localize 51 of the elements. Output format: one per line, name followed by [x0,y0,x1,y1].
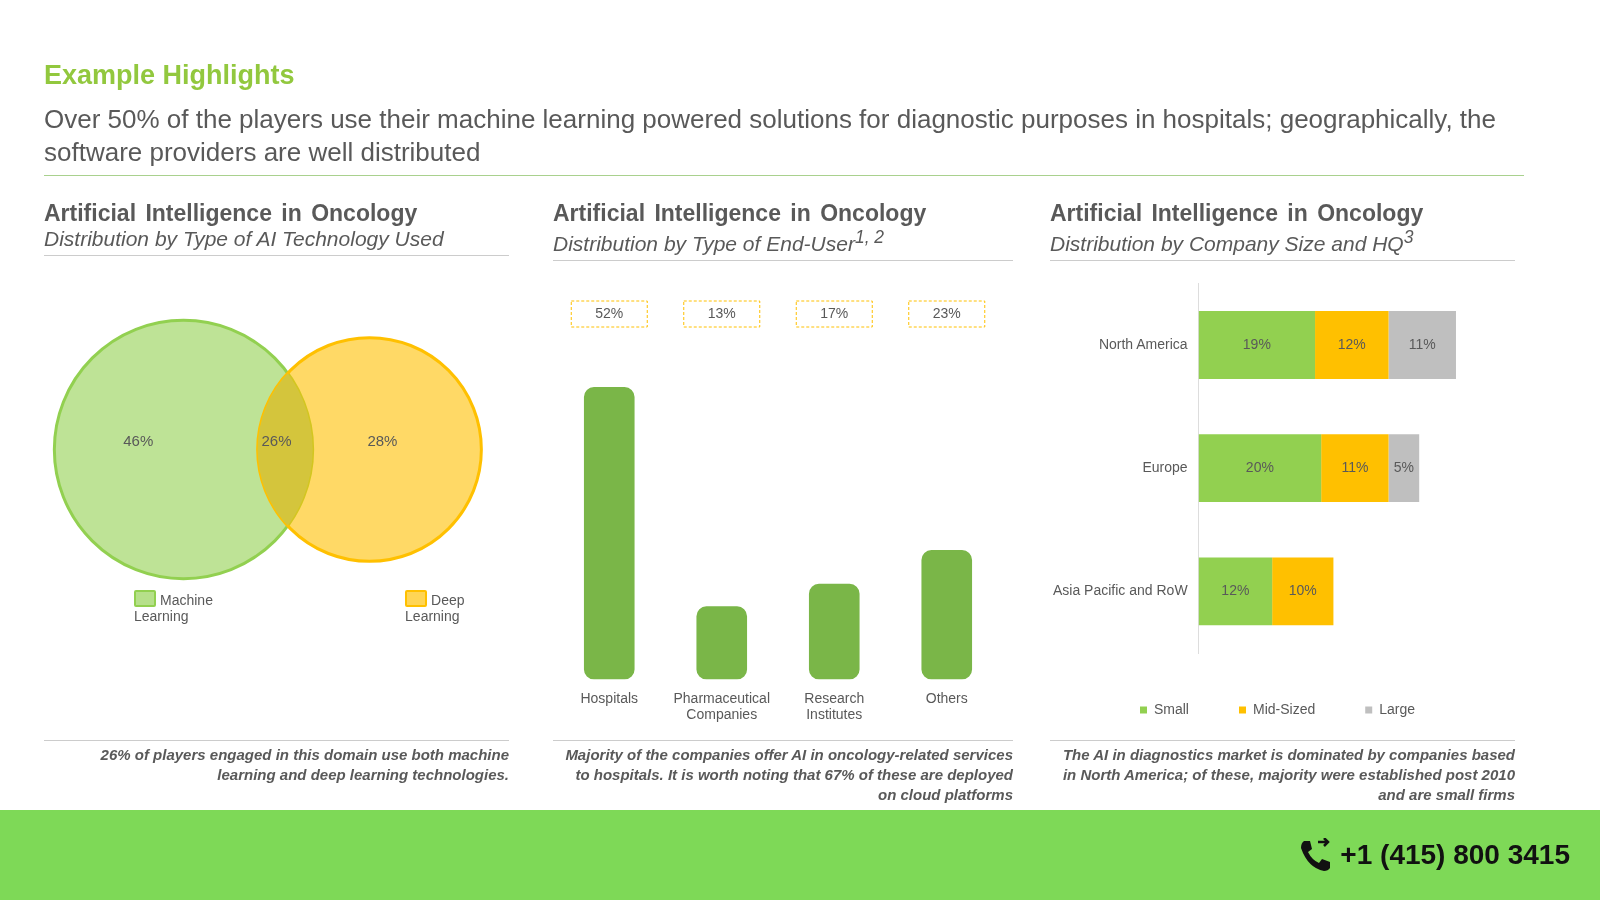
data-label: 26% [261,431,292,448]
bar [583,386,635,680]
x-tick-label: Hospitals [580,689,639,706]
bar [921,550,973,680]
data-label: 52% [595,304,624,321]
x-tick-label: Research Institutes [804,689,865,723]
data-label: 11% [1408,335,1436,352]
y-tick-label: North America [1098,335,1188,352]
data-label: 12% [1221,582,1250,599]
data-label: 19% [1242,335,1271,352]
data-label: 20% [1245,459,1274,476]
x-tick-label: Pharmaceutical Companies [673,689,770,723]
chart-title: Artificial Intelligence in Oncology [553,200,928,227]
bar [1198,311,1316,379]
bar [696,606,748,680]
y-tick-label: Europe [1142,459,1188,476]
text: 26% of players engaged in this domain use both machine learning and deep learning technologies. [44,740,509,785]
chart-subtitle: Distribution by Type of End-User$^{1, 2}$ [553,227,1013,261]
chart-subtitle: Distribution by Company Size and HQ$^{3}$ [1050,227,1515,261]
category-label: Deep Learning [405,591,466,624]
category-label: Machine Learning [134,591,214,624]
bar [1198,434,1322,503]
legend-label: Small [1153,700,1189,717]
bar [1272,557,1334,626]
legend-label: Mid-Sized [1252,700,1316,717]
data-label: 46% [123,431,154,448]
data-label: 12% [1337,335,1366,352]
data-label: 11% [1341,459,1369,476]
data-label: 28% [367,431,398,448]
bar [1388,311,1456,379]
text: Example Highlights [44,60,296,91]
text: +1 (415) 800 3415 [1340,839,1570,871]
text: Artificial Intelligence in Oncology [44,200,419,227]
bar [1315,311,1389,379]
text: Over 50% of the players use their machine learning powered solutions for diagnostic purposes in hospitals; geographically, the software providers are well distributed [44,103,1524,176]
data-label: 10% [1288,582,1317,599]
bar [1388,434,1420,503]
x-tick-label: Others [925,689,968,706]
bar [1321,434,1389,503]
bar [1198,557,1273,626]
text: Distribution by Type of AI Technology Used [44,227,509,256]
data-label: 13% [707,304,736,321]
bar [808,583,860,680]
legend-label: Large [1379,700,1416,717]
text: Majority of the companies offer AI in oncology-related services to hospitals. It is worth noting that 67% of these are deployed on cloud platforms [553,740,1013,805]
y-tick-label: Asia Pacific and RoW [1053,582,1189,599]
text: The AI in diagnostics market is dominated by companies based in North America; of these, majority were established post 2010 and are small firms [1050,740,1515,805]
chart-title: Artificial Intelligence in Oncology [1050,200,1425,227]
data-label: 5% [1393,459,1415,476]
data-label: 17% [820,304,849,321]
data-label: 23% [932,304,961,321]
